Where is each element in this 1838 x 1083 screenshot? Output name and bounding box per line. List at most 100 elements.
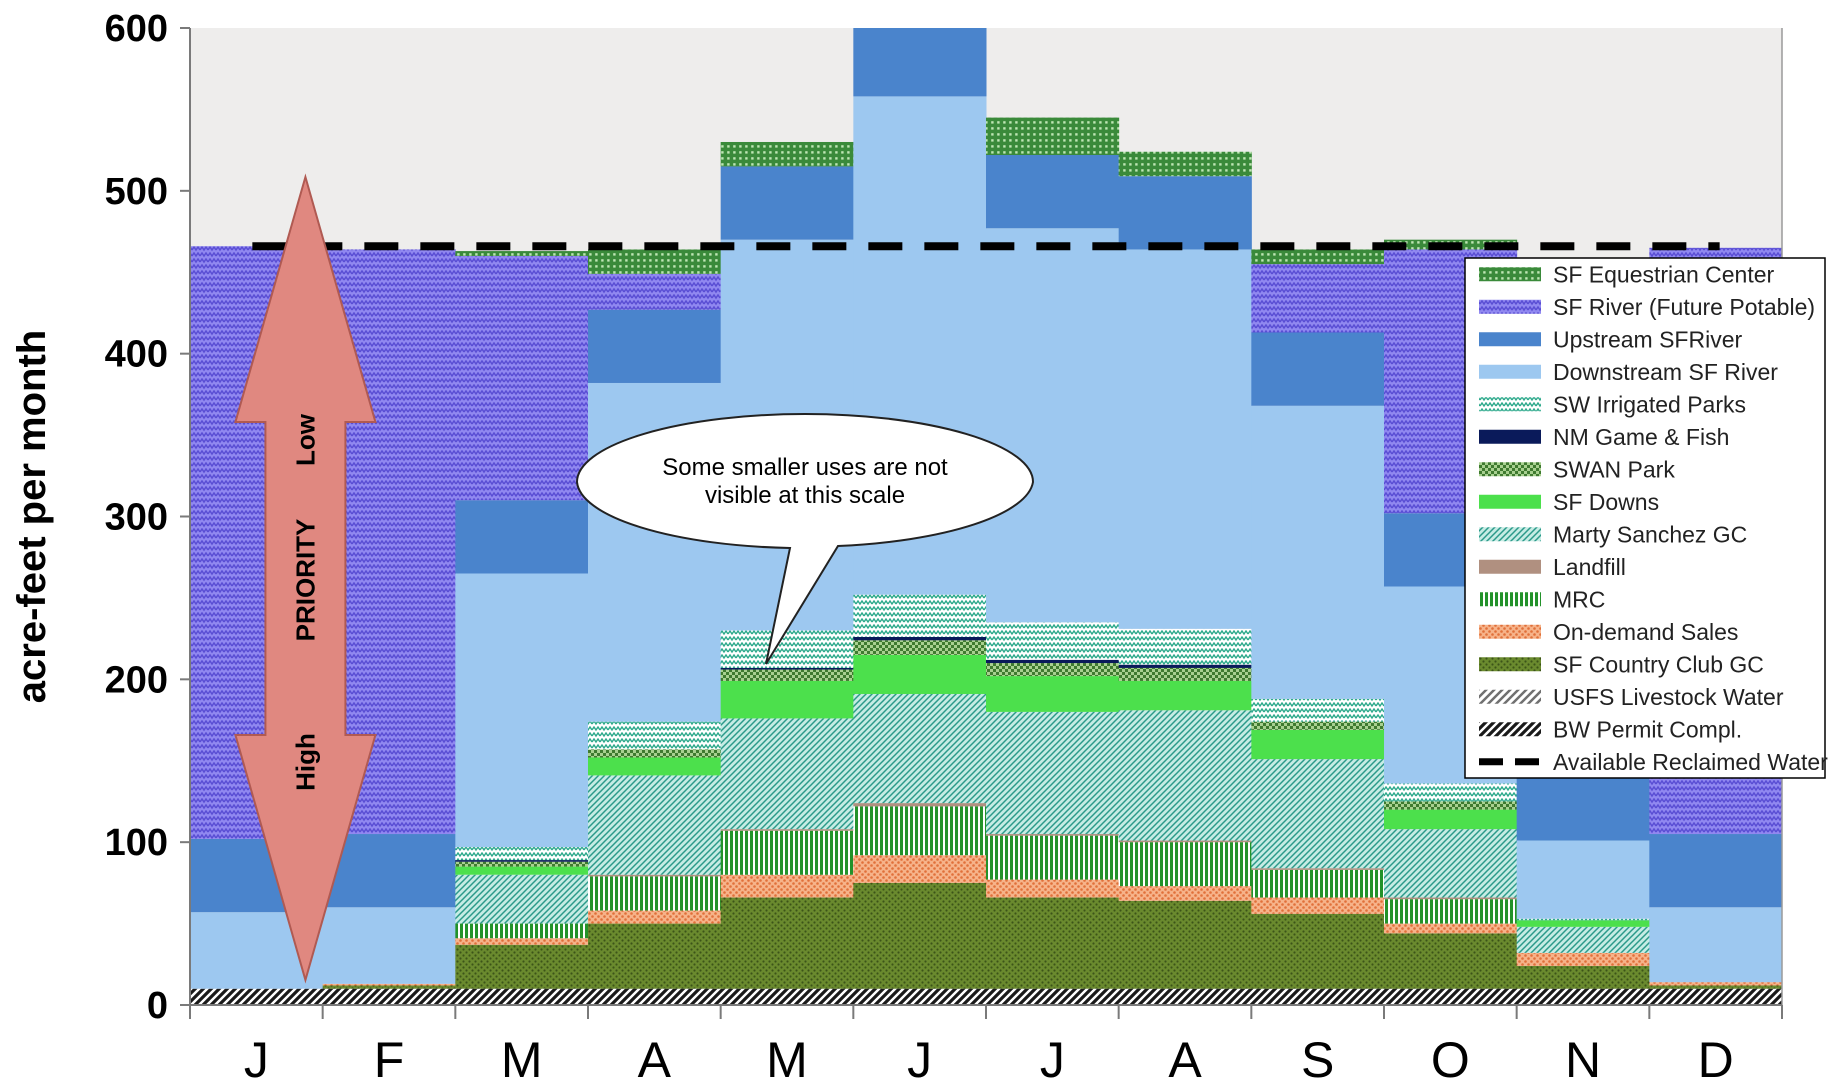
bar-segment-upstream-9: [1251, 332, 1385, 406]
bar-segment-downstream-2: [322, 907, 456, 984]
bar-segment-bw-6: [853, 988, 987, 1005]
callout-shape: [575, 413, 1035, 665]
bar-segment-mrc-8: [1118, 842, 1252, 887]
bar-segment-sfcc-7: [986, 897, 1120, 989]
legend-label-bw: BW Permit Compl.: [1553, 716, 1742, 742]
bar-segment-equestrian-9: [1251, 249, 1385, 265]
bar-segment-nmgf-6: [853, 637, 987, 641]
bar-segment-swan-9: [1251, 721, 1385, 730]
x-tick-label: J: [1040, 1032, 1065, 1083]
bar-segment-equestrian-8: [1118, 151, 1252, 177]
bar-segment-downstream-9: [1251, 405, 1385, 699]
bar-segment-downstream-7: [986, 228, 1120, 623]
bar-segment-swparks-3: [455, 847, 589, 861]
legend-swatch-equestrian: [1479, 267, 1541, 282]
bar-segment-marty-3: [455, 874, 589, 924]
legend-label-landfill: Landfill: [1553, 554, 1626, 580]
bar-segment-swparks-7: [986, 622, 1120, 660]
bar-segment-equestrian-4: [588, 249, 722, 274]
bar-segment-sfdowns-7: [986, 676, 1120, 712]
legend-label-ondemand: On-demand Sales: [1553, 619, 1738, 645]
axes: 0 100 200 300 400 500 600 J F M A M J J A S O N D: [105, 8, 1783, 1083]
bar-segment-sfcc-5: [720, 897, 854, 989]
x-tick-label: M: [501, 1032, 543, 1083]
bar-segment-sfdowns-8: [1118, 680, 1252, 711]
y-tick-label: 0: [147, 985, 168, 1027]
bar-segment-swparks-6: [853, 594, 987, 637]
bar-segment-landfill-7: [986, 834, 1120, 836]
bar-segment-ondemand-9: [1251, 897, 1385, 914]
legend-label-equestrian: SF Equestrian Center: [1553, 261, 1775, 287]
bar-segment-bw-10: [1384, 988, 1518, 1005]
bar-segment-bw-1: [190, 988, 324, 1005]
legend-label-usfs: USFS Livestock Water: [1553, 684, 1784, 710]
bar-segment-ondemand-5: [720, 874, 854, 898]
y-axis-label: acre-feet per month: [10, 330, 54, 703]
priority-arrow: Low PRIORITY High: [234, 173, 377, 984]
bar-segment-sfcc-11: [1516, 965, 1650, 989]
x-tick-label: J: [244, 1032, 269, 1083]
x-tick-label: A: [1168, 1032, 1202, 1083]
bar-segment-landfill-8: [1118, 840, 1252, 843]
legend-swatch-upstream: [1479, 332, 1541, 347]
bar-segment-bw-8: [1118, 988, 1252, 1005]
bar-segment-sfdowns-4: [588, 757, 722, 776]
bar-segment-marty-8: [1118, 710, 1252, 841]
bar-segment-landfill-5: [720, 829, 854, 831]
legend-label-future: SF River (Future Potable): [1553, 294, 1815, 320]
x-tick-label: M: [766, 1032, 808, 1083]
x-tick-label: F: [374, 1032, 405, 1083]
bar-segment-swparks-11: [1516, 918, 1650, 921]
bar-segment-swparks-4: [588, 721, 722, 750]
bar-segment-sfcc-4: [588, 923, 722, 989]
bar-segment-bw-3: [455, 988, 589, 1005]
bar-segment-swparks-8: [1118, 628, 1252, 665]
bar-segment-sfdowns-5: [720, 680, 854, 719]
bar-segment-swan-5: [720, 669, 854, 681]
bar-segment-sfcc-6: [853, 882, 987, 989]
bar-segment-future-3: [455, 255, 589, 501]
bar-segment-marty-4: [588, 775, 722, 875]
bar-segment-swan-10: [1384, 801, 1518, 810]
bar-segment-bw-4: [588, 988, 722, 1005]
bar-segment-upstream-8: [1118, 176, 1252, 250]
bar-segment-swan-3: [455, 861, 589, 867]
bar-segment-marty-7: [986, 711, 1120, 835]
bar-segment-sfcc-9: [1251, 913, 1385, 989]
legend-label-nmgf: NM Game & Fish: [1553, 424, 1729, 450]
priority-double-arrow: [234, 173, 377, 984]
bar-segment-upstream-5: [720, 166, 854, 240]
legend-label-swparks: SW Irrigated Parks: [1553, 391, 1746, 417]
bar-segment-mrc-9: [1251, 869, 1385, 898]
legend-label-mrc: MRC: [1553, 586, 1605, 612]
legend-swatch-downstream: [1479, 364, 1541, 379]
bar-segment-sfcc-10: [1384, 933, 1518, 989]
bar-segment-ondemand-3: [455, 938, 589, 945]
bar-segment-bw-12: [1649, 988, 1783, 1005]
legend-swatch-future: [1479, 299, 1541, 314]
legend-label-downstream: Downstream SF River: [1553, 359, 1778, 385]
bar-segment-marty-9: [1251, 759, 1385, 869]
bar-segment-upstream-7: [986, 155, 1120, 229]
bar-segment-ondemand-8: [1118, 886, 1252, 901]
y-tick-label: 300: [105, 497, 168, 539]
bar-segment-upstream-12: [1649, 834, 1783, 908]
bar-segment-bw-7: [986, 988, 1120, 1005]
x-tick-label: D: [1698, 1032, 1734, 1083]
bar-segment-upstream-3: [455, 500, 589, 574]
legend-label-upstream: Upstream SFRiver: [1553, 326, 1742, 352]
bar-segment-equestrian-3: [455, 251, 589, 256]
bar-segment-swparks-5: [720, 630, 854, 668]
bar-segment-swan-8: [1118, 667, 1252, 681]
bar-segment-nmgf-3: [455, 860, 589, 862]
bar-segment-landfill-6: [853, 803, 987, 807]
y-tick-label: 200: [105, 659, 168, 701]
bar-segment-ondemand-2: [322, 983, 456, 986]
legend-swatch-swparks: [1479, 397, 1541, 412]
bar-segment-mrc-4: [588, 876, 722, 911]
bar-segment-sfdowns-9: [1251, 729, 1385, 760]
bar-segment-mrc-5: [720, 830, 854, 875]
bar-segment-marty-5: [720, 718, 854, 830]
bar-segment-downstream-3: [455, 573, 589, 848]
bar-segment-swparks-10: [1384, 783, 1518, 802]
